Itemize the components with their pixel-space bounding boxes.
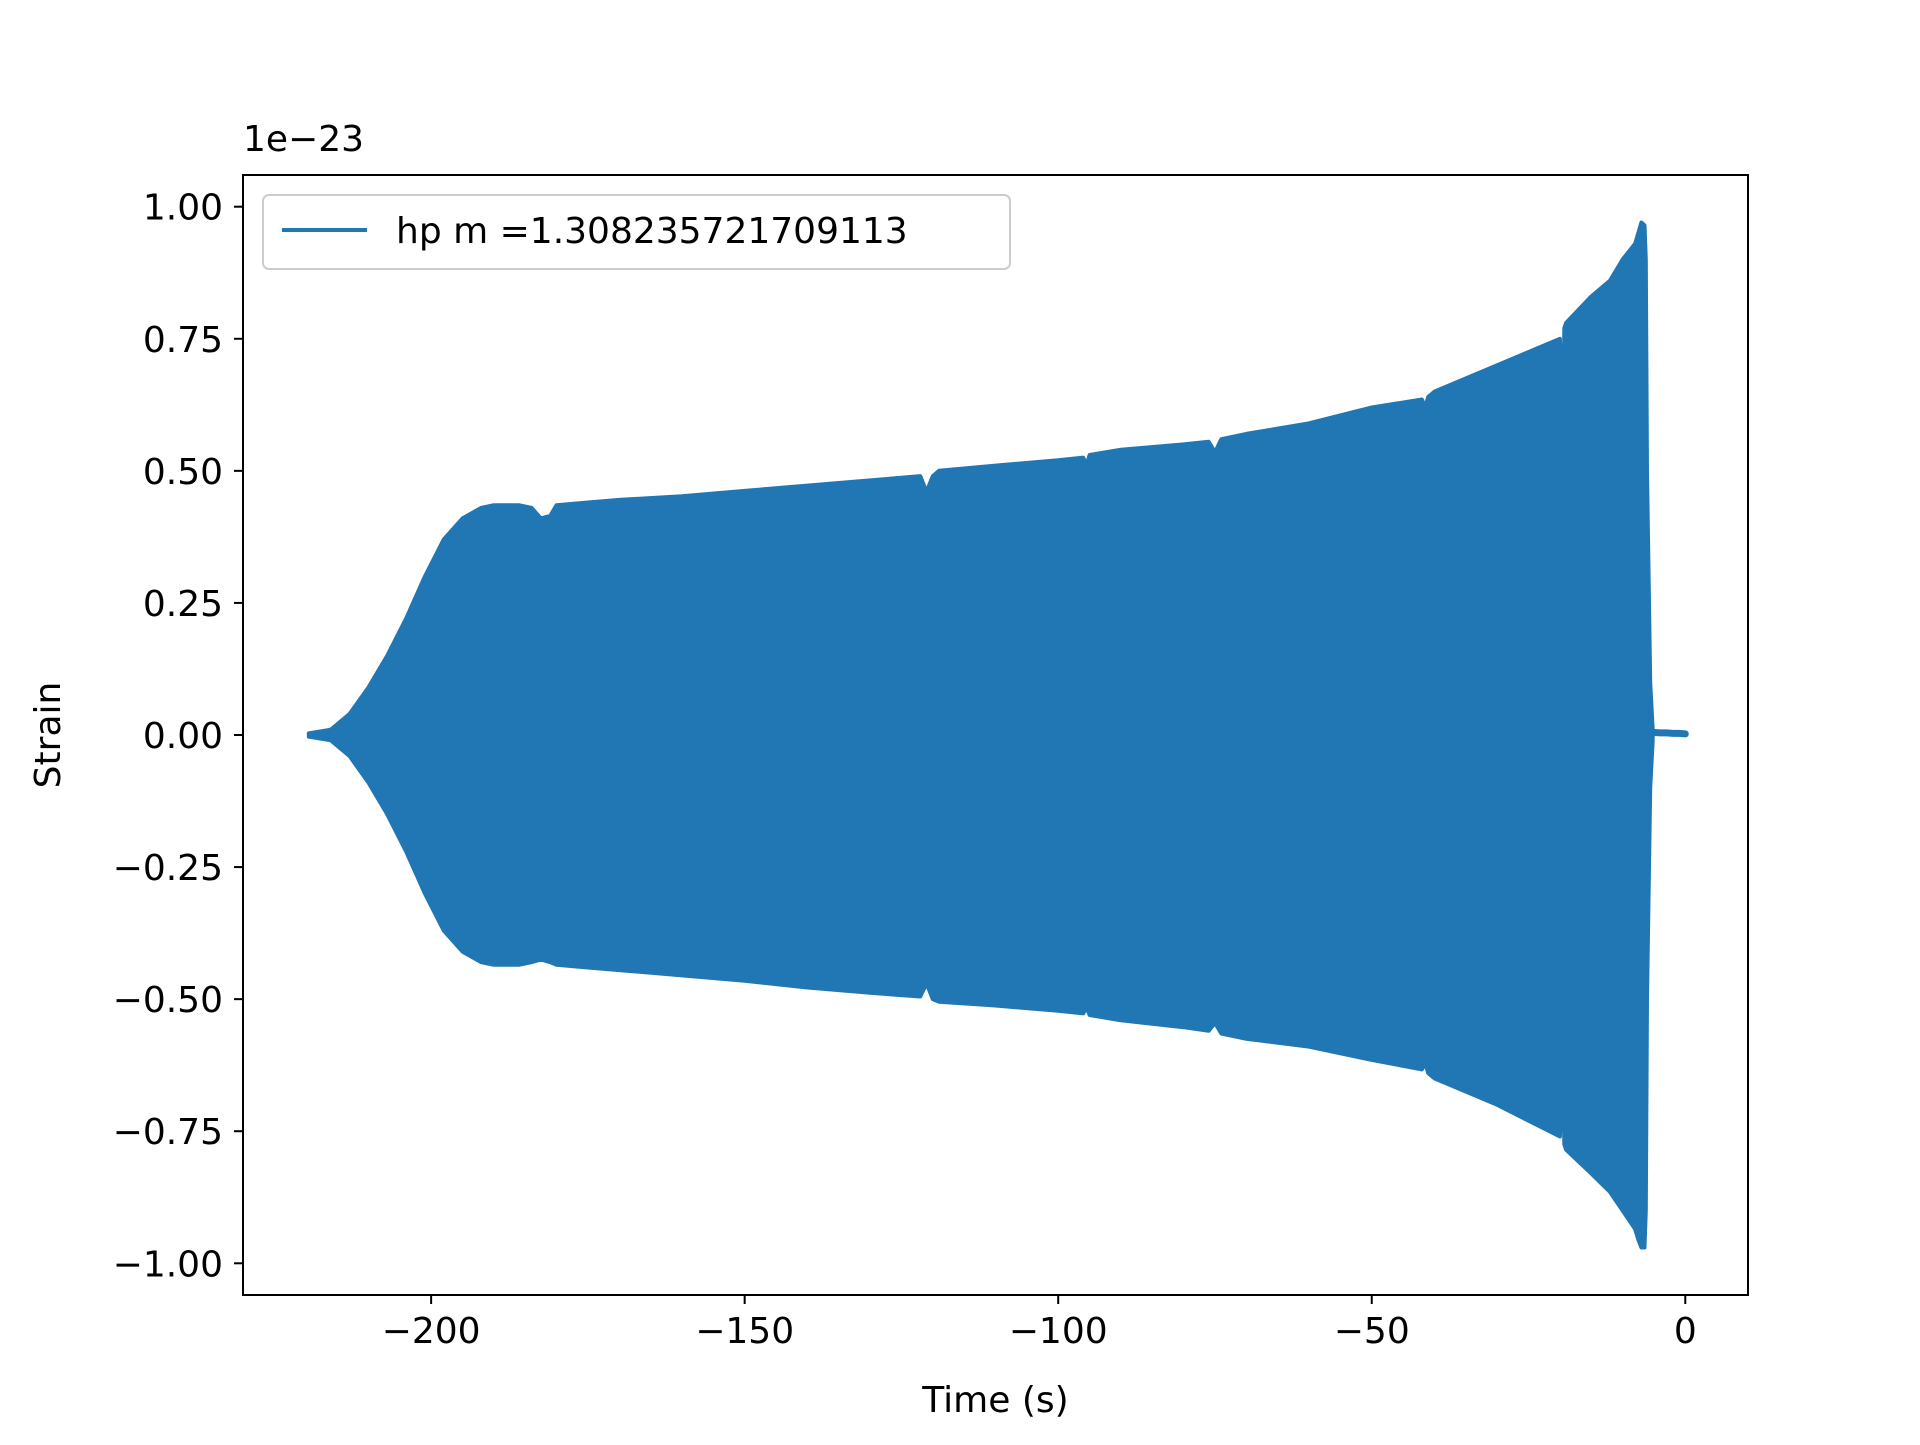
legend-box xyxy=(262,194,1011,270)
x-tick-label: −200 xyxy=(382,1311,481,1352)
y-tick-label: −1.00 xyxy=(113,1244,223,1285)
plot-data-layer xyxy=(306,220,1689,1250)
legend: hp m =1.308235721709113 xyxy=(262,194,1011,270)
y-tick-label: 0.25 xyxy=(143,584,223,625)
y-tick-label: −0.25 xyxy=(113,848,223,889)
y-tick-label: 0.00 xyxy=(143,716,223,757)
series-hp-tail xyxy=(1649,728,1689,738)
legend-entry-hp: hp m =1.308235721709113 xyxy=(396,211,908,252)
y-axis-label: Strain xyxy=(28,682,69,789)
x-axis-label: Time (s) xyxy=(921,1380,1068,1421)
y-tick-label: 0.75 xyxy=(143,320,223,361)
y-tick-label: 1.00 xyxy=(143,188,223,229)
series-hp-envelope xyxy=(306,220,1655,1250)
ticks-layer: −200 −150 −100 −50 0 1.00 0.75 0.50 0.25 0.00 −0.2… xyxy=(113,188,1697,1352)
x-tick-label: −50 xyxy=(1334,1311,1410,1352)
x-tick-label: −100 xyxy=(1009,1311,1108,1352)
y-tick-label: 0.50 xyxy=(143,452,223,493)
y-offset-label: 1e−23 xyxy=(243,119,364,160)
x-tick-label: 0 xyxy=(1674,1311,1697,1352)
y-tick-label: −0.75 xyxy=(113,1112,223,1153)
x-tick-label: −150 xyxy=(695,1311,794,1352)
y-tick-label: −0.50 xyxy=(113,980,223,1021)
